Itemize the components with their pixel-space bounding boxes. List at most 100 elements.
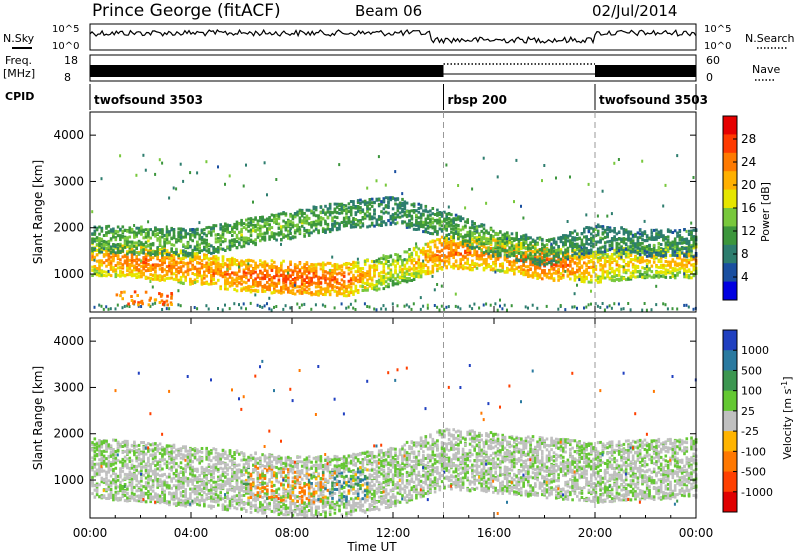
power-cell xyxy=(333,210,337,214)
power-cell xyxy=(356,268,360,272)
power-cell xyxy=(312,274,316,278)
power-cell xyxy=(492,262,495,266)
power-cell xyxy=(382,281,386,285)
power-cell xyxy=(245,259,248,263)
power-cell xyxy=(417,216,421,220)
power-cell xyxy=(105,274,108,278)
power-cell xyxy=(259,234,262,238)
power-cell xyxy=(207,267,211,271)
power-cell xyxy=(515,235,518,239)
power-cell xyxy=(184,251,187,254)
power-cell xyxy=(405,267,409,271)
power-cell xyxy=(447,221,451,225)
power-cell xyxy=(321,230,325,233)
power-cell xyxy=(349,200,353,203)
power-cell xyxy=(454,232,458,235)
power-cell xyxy=(228,275,232,279)
power-cell xyxy=(592,250,595,254)
power-cell xyxy=(389,217,393,221)
power-cell xyxy=(356,261,360,265)
power-cell xyxy=(356,266,360,270)
power-cell xyxy=(373,268,376,272)
power-cell xyxy=(314,227,318,231)
power-cell xyxy=(172,272,176,276)
power-cell xyxy=(142,263,145,267)
power-cell xyxy=(114,268,118,272)
power-cell xyxy=(321,287,325,291)
power-near xyxy=(426,306,429,310)
power-cell xyxy=(363,272,367,276)
power-scatter xyxy=(298,226,301,229)
power-cell xyxy=(415,275,418,278)
power-cell xyxy=(137,258,141,262)
power-cell xyxy=(459,262,462,266)
power-cell xyxy=(419,216,423,220)
power-cell xyxy=(583,269,586,273)
power-cell xyxy=(436,246,439,250)
power-cell xyxy=(263,274,267,277)
power-cell xyxy=(245,288,248,292)
power-cell xyxy=(149,248,152,252)
power-cell xyxy=(580,232,584,236)
power-cell xyxy=(317,292,320,296)
power-near xyxy=(510,304,513,308)
power-cell xyxy=(300,221,304,225)
power-cell xyxy=(573,271,577,275)
power-cell xyxy=(287,268,290,272)
power-cell xyxy=(527,255,530,259)
power-near xyxy=(289,306,292,310)
power-cell xyxy=(492,267,495,271)
power-cell xyxy=(312,229,316,233)
power-cell xyxy=(396,259,400,263)
power-cell xyxy=(380,276,383,280)
power-cell xyxy=(212,281,215,285)
freq-block-twofsound-2 xyxy=(595,65,696,77)
power-cell xyxy=(603,250,607,254)
power-near xyxy=(349,302,352,306)
power-cell xyxy=(494,257,497,260)
power-cell xyxy=(168,251,171,255)
power-cell xyxy=(114,273,118,276)
power-cell xyxy=(95,243,99,247)
power-scatter xyxy=(499,298,501,302)
power-cell xyxy=(172,256,176,260)
power-cell xyxy=(326,210,330,214)
power-cell xyxy=(233,243,236,247)
power-cell xyxy=(247,237,250,240)
power-cell xyxy=(228,260,232,264)
power-cell xyxy=(179,239,183,243)
power-cell xyxy=(147,251,150,255)
power-cell xyxy=(307,291,311,295)
power-cell xyxy=(585,246,588,250)
power-cell xyxy=(494,239,497,243)
power-cell xyxy=(177,271,180,275)
power-cell xyxy=(464,224,467,228)
power-cell xyxy=(289,281,292,285)
power-cell xyxy=(205,267,208,271)
power-cell xyxy=(165,270,169,274)
power-cell xyxy=(277,267,281,270)
power-cell xyxy=(217,250,220,254)
power-cell xyxy=(193,265,197,269)
power-cell xyxy=(482,251,486,255)
power-cell xyxy=(249,259,253,263)
power-cell xyxy=(396,215,400,219)
power-cell xyxy=(433,243,437,247)
power-cell xyxy=(443,210,446,214)
power-cell xyxy=(158,228,162,232)
power-cell xyxy=(527,265,530,269)
power-cell xyxy=(266,227,269,231)
power-cell xyxy=(594,274,598,278)
power-cell xyxy=(531,260,535,264)
power-cell xyxy=(280,265,283,269)
power-cell xyxy=(478,234,481,238)
power-scatter xyxy=(238,265,240,269)
power-cell xyxy=(112,258,115,262)
power-cell xyxy=(342,216,346,220)
power-cell xyxy=(596,232,600,236)
power-cell xyxy=(119,262,122,266)
power-cell xyxy=(119,258,122,262)
power-cell xyxy=(177,256,180,260)
power-cell xyxy=(354,222,358,226)
power-cell xyxy=(298,262,302,266)
